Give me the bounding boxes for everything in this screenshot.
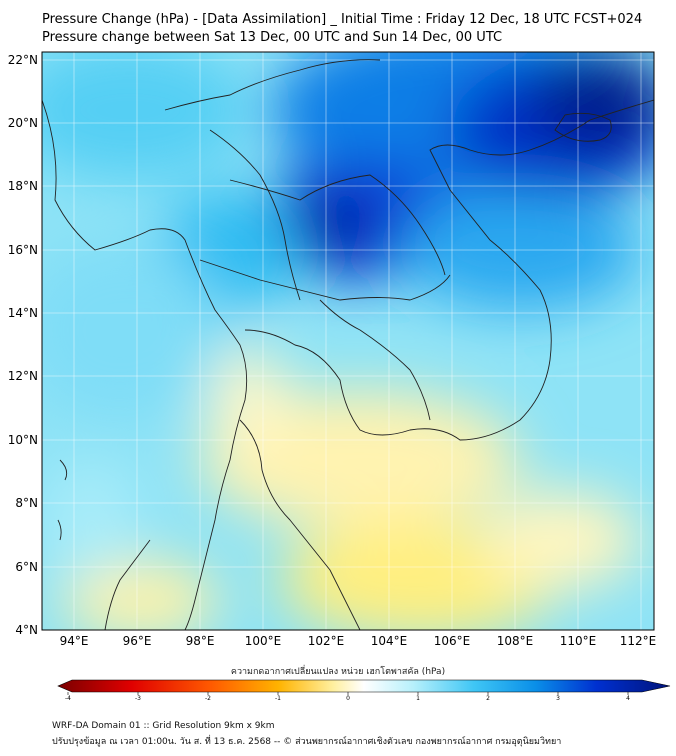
- lon-label: 108°E: [497, 634, 534, 648]
- lat-label: 18°N: [8, 179, 38, 193]
- graticule: [42, 52, 654, 630]
- colorbar-label: ความกดอากาศเปลี่ยนแปลง หน่วย เฮกโตพาสคัล…: [230, 667, 446, 677]
- pressure-field: [42, 52, 654, 630]
- lon-label: 100°E: [245, 634, 282, 648]
- footer-model-info: WRF-DA Domain 01 :: Grid Resolution 9km …: [52, 721, 275, 731]
- footer-update-info: ปรับปรุงข้อมูล ณ เวลา 01:00น. วัน ส. ที่…: [52, 737, 562, 747]
- lon-label: 102°E: [308, 634, 345, 648]
- lon-label: 106°E: [434, 634, 471, 648]
- lon-label: 104°E: [371, 634, 408, 648]
- lat-label: 4°N: [15, 623, 38, 637]
- lon-label: 98°E: [186, 634, 215, 648]
- map-frame: [41, 51, 655, 631]
- lat-label: 12°N: [8, 369, 38, 383]
- colorbar-tick: -4: [65, 695, 71, 702]
- lat-label: 10°N: [8, 433, 38, 447]
- colorbar-tick: 1: [416, 695, 420, 702]
- coastlines: [42, 59, 654, 630]
- colorbar-tick: 2: [486, 695, 490, 702]
- lat-label: 14°N: [8, 306, 38, 320]
- colorbar-tick: -3: [135, 695, 141, 702]
- lon-label: 112°E: [620, 634, 657, 648]
- lon-label: 110°E: [560, 634, 597, 648]
- lon-label: 94°E: [60, 634, 89, 648]
- lat-label: 20°N: [8, 116, 38, 130]
- lat-label: 6°N: [15, 560, 38, 574]
- lat-label: 22°N: [8, 53, 38, 67]
- longitude-axis: 94°E 96°E 98°E 100°E 102°E 104°E 106°E 1…: [60, 634, 657, 648]
- colorbar-tick: 0: [346, 695, 350, 702]
- colorbar: -4 -3 -2 -1 0 1 2 3 4: [57, 679, 671, 702]
- colorbar-tick: 4: [626, 695, 630, 702]
- colorbar-tick: -2: [205, 695, 211, 702]
- colorbar-tick: 3: [556, 695, 560, 702]
- lon-label: 96°E: [123, 634, 152, 648]
- map-title: Pressure Change (hPa) - [Data Assimilati…: [42, 12, 643, 27]
- colorbar-tick: -1: [275, 695, 281, 702]
- map-subtitle: Pressure change between Sat 13 Dec, 00 U…: [42, 30, 503, 45]
- lat-label: 16°N: [8, 243, 38, 257]
- latitude-axis: 4°N 6°N 8°N 10°N 12°N 14°N 16°N 18°N 20°…: [8, 53, 38, 637]
- lat-label: 8°N: [15, 496, 38, 510]
- colorbar-scale: [57, 679, 671, 693]
